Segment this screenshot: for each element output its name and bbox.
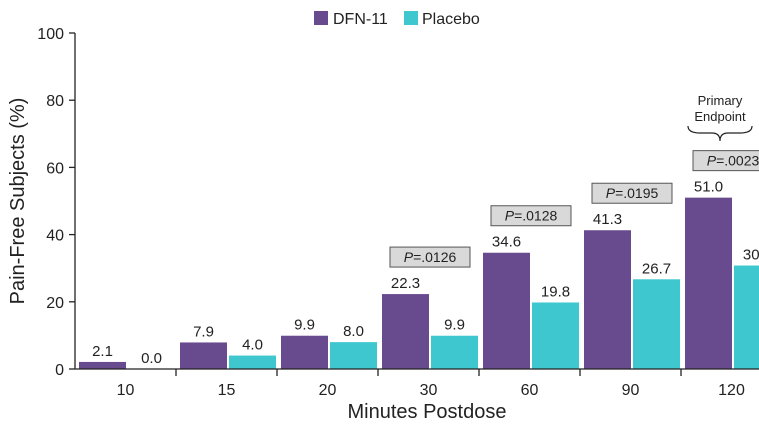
y-axis-ticks: 0 20 40 60 80 100 xyxy=(37,26,75,379)
x-tick-label: 90 xyxy=(622,382,640,399)
value-label: 7.9 xyxy=(193,323,214,340)
bar-placebo-120 xyxy=(734,265,759,369)
p-value-number: =.0023 xyxy=(716,153,759,169)
bar-dfn11-120 xyxy=(685,197,732,369)
p-value-box xyxy=(591,182,673,204)
legend-swatch-placebo xyxy=(404,11,418,25)
p-value-letter: P xyxy=(404,249,414,265)
x-axis-title: Minutes Postdose xyxy=(348,401,507,423)
p-value-box xyxy=(692,150,759,172)
p-value-number: =.0126 xyxy=(413,249,456,265)
legend: DFN-11 Placebo xyxy=(314,11,480,28)
legend-label-placebo: Placebo xyxy=(422,11,480,28)
p-value-box xyxy=(389,246,471,268)
p-value-letter: P xyxy=(707,153,717,169)
p-value-number: =.0128 xyxy=(514,208,557,224)
primary-endpoint-note: Primary Endpoint xyxy=(687,93,753,142)
bar-dfn11-90 xyxy=(584,230,631,369)
y-tick-label: 100 xyxy=(37,26,64,43)
p-value-letter: P xyxy=(606,185,616,201)
value-label: 41.3 xyxy=(593,211,622,228)
value-label: 2.1 xyxy=(92,343,113,360)
y-tick-label: 20 xyxy=(46,295,64,312)
bar-dfn11-10 xyxy=(79,361,126,369)
x-tick-label: 60 xyxy=(521,382,539,399)
bar-placebo-20 xyxy=(330,342,377,369)
endpoint-line-2: Endpoint xyxy=(694,109,746,124)
bar-placebo-15 xyxy=(229,355,276,369)
value-label: 0.0 xyxy=(141,350,162,367)
bar-dfn11-30 xyxy=(382,294,429,369)
bar-placebo-90 xyxy=(633,279,680,369)
bar-dfn11-60 xyxy=(483,252,530,369)
p-value-box xyxy=(490,205,572,227)
bars xyxy=(79,197,759,369)
x-tick-label: 120 xyxy=(718,382,745,399)
value-labels: 2.1 0.0 7.9 4.0 9.9 8.0 22.3 9.9 34.6 19.8 41.3 26.… xyxy=(92,179,759,367)
x-tick-label: 20 xyxy=(319,382,337,399)
value-label: 22.3 xyxy=(391,275,420,292)
p-value-label: P=.0023 xyxy=(707,153,759,169)
value-label: 9.9 xyxy=(294,317,315,334)
value-label: 51.0 xyxy=(694,179,723,196)
value-label: 34.6 xyxy=(492,234,521,251)
p-value-label: P=.0195 xyxy=(606,185,659,201)
value-label: 26.7 xyxy=(642,260,671,277)
legend-swatch-dfn11 xyxy=(314,11,328,25)
p-value-letter: P xyxy=(505,208,515,224)
value-label: 4.0 xyxy=(242,337,263,354)
p-value-label: P=.0126 xyxy=(404,249,457,265)
legend-label-dfn11: DFN-11 xyxy=(333,11,388,28)
y-tick-label: 80 xyxy=(46,93,64,110)
value-label: 9.9 xyxy=(444,317,465,334)
bar-placebo-60 xyxy=(532,302,579,369)
p-value-label: P=.0128 xyxy=(505,208,558,224)
x-tick-label: 30 xyxy=(420,382,438,399)
y-tick-label: 0 xyxy=(55,362,64,379)
y-tick-label: 40 xyxy=(46,228,64,245)
x-tick-label: 10 xyxy=(117,382,135,399)
bar-placebo-30 xyxy=(431,335,478,369)
value-label: 19.8 xyxy=(541,283,570,300)
bar-dfn11-15 xyxy=(180,342,227,369)
bar-dfn11-20 xyxy=(281,335,328,369)
y-tick-label: 60 xyxy=(46,160,64,177)
endpoint-brace xyxy=(687,125,753,142)
p-value-number: =.0195 xyxy=(615,185,658,201)
x-tick-label: 15 xyxy=(218,382,236,399)
y-axis-title: Pain-Free Subjects (%) xyxy=(7,98,29,305)
x-axis-ticks: 10 15 20 30 60 90 120 xyxy=(117,369,745,399)
endpoint-line-1: Primary xyxy=(698,93,743,108)
value-label: 30.8 xyxy=(743,247,759,264)
value-label: 8.0 xyxy=(343,323,364,340)
